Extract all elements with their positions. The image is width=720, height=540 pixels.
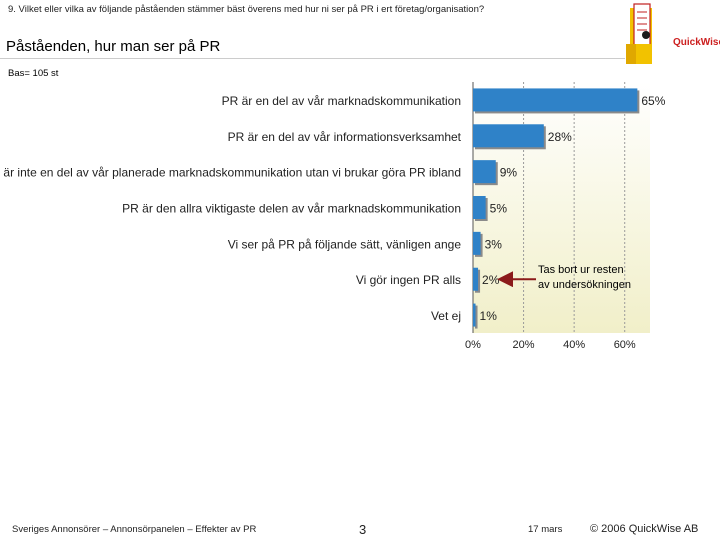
annotation-text: Tas bort ur resten: [538, 264, 624, 276]
bar-value-label: 28%: [548, 130, 572, 144]
base-count: Bas= 105 st: [8, 68, 59, 79]
quickwise-logo-icon: [626, 3, 652, 64]
page-title: Påståenden, hur man ser på PR: [6, 38, 221, 55]
bar-value-label: 3%: [485, 237, 503, 251]
title-divider: [0, 58, 625, 59]
bar-value-label: 2%: [482, 273, 500, 287]
bar-shadow: [475, 305, 478, 329]
category-label: PR är inte en del av vår planerade markn…: [0, 166, 461, 180]
question-text: 9. Vilket eller vilka av följande påståe…: [8, 4, 485, 15]
annotation-text: av undersökningen: [538, 279, 631, 291]
plot-background: [473, 82, 650, 333]
bar-value-label: 5%: [490, 202, 508, 216]
category-label: Vi ser på PR på följande sätt, vänligen …: [228, 237, 462, 251]
footer-source: Sveriges Annonsörer – Annonsörpanelen – …: [12, 524, 257, 535]
footer-copyright: © 2006 QuickWise AB: [590, 523, 699, 535]
category-label: Vet ej: [431, 309, 461, 323]
x-tick-label: 0%: [465, 339, 481, 351]
bar: [473, 196, 486, 219]
bar: [473, 88, 638, 112]
bar: [473, 267, 479, 291]
logo-text: QuickWise: [673, 37, 720, 48]
bar-value-label: 9%: [500, 166, 518, 180]
category-label: PR är en del av vår marknadskommunikatio…: [222, 94, 461, 108]
category-label: Vi gör ingen PR alls: [356, 273, 461, 287]
x-tick-label: 60%: [614, 339, 636, 351]
bar: [473, 231, 481, 255]
bar-value-label: 65%: [641, 94, 665, 108]
x-tick-label: 40%: [563, 339, 585, 351]
category-label: PR är en del av vår informationsverksamh…: [228, 130, 462, 144]
bar-value-label: 1%: [480, 309, 498, 323]
x-tick-label: 20%: [513, 339, 535, 351]
page-number: 3: [359, 522, 367, 537]
bar: [473, 124, 544, 148]
category-label: PR är den allra viktigaste delen av vår …: [122, 202, 461, 216]
footer-date: 17 mars: [528, 524, 563, 535]
bar: [473, 160, 496, 184]
bar: [473, 303, 476, 327]
